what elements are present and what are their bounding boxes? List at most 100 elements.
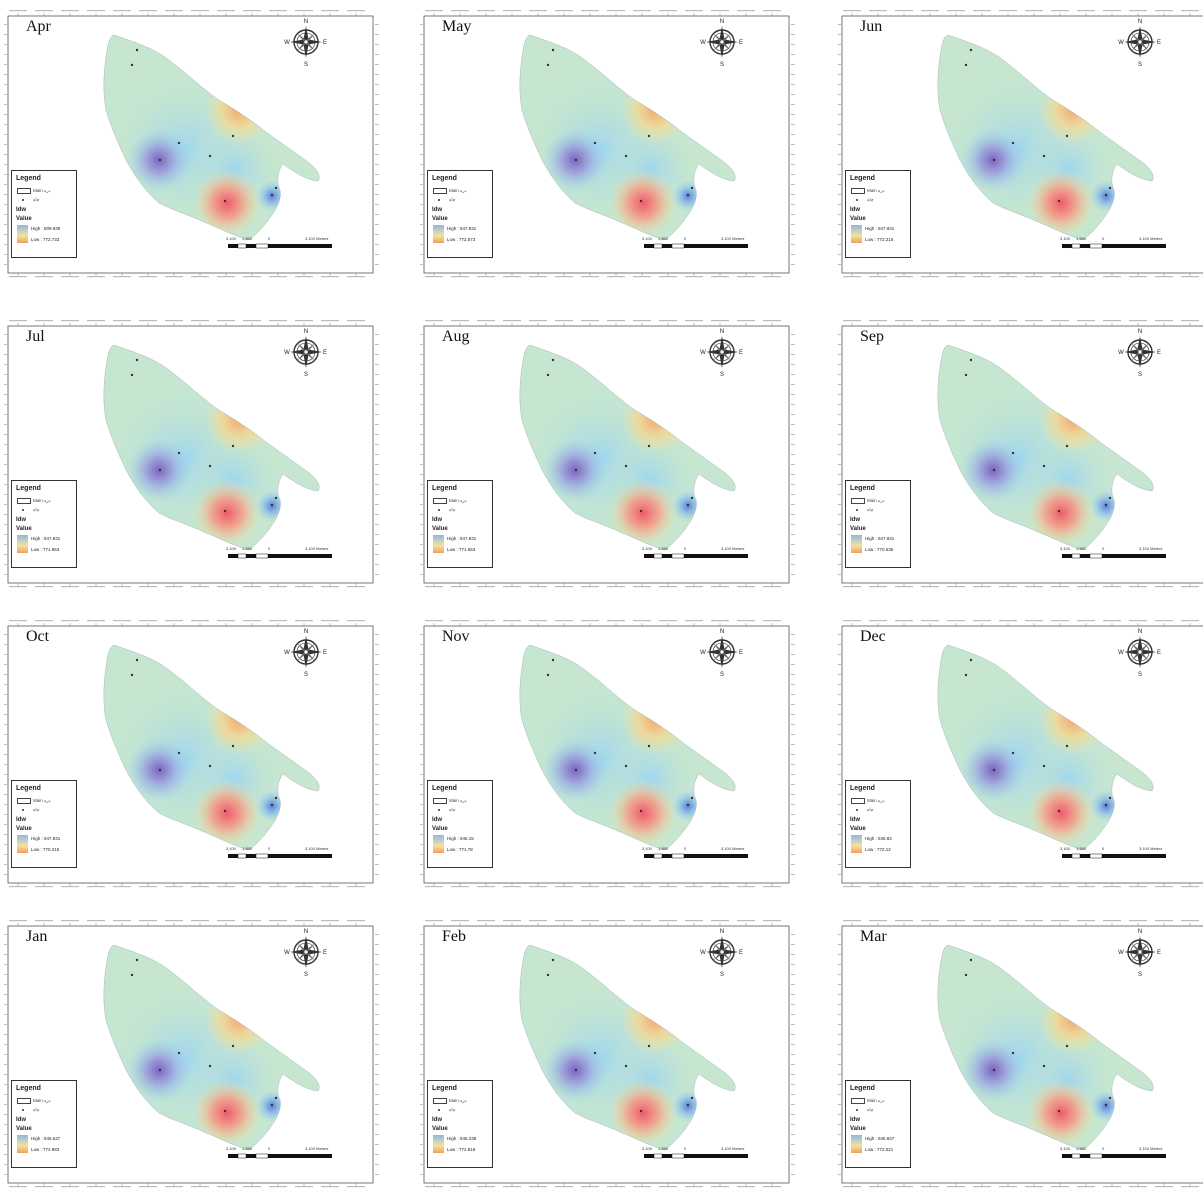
legend-color-ramp bbox=[17, 225, 28, 243]
well-points bbox=[546, 658, 694, 813]
well-point bbox=[1065, 1044, 1069, 1048]
svg-text:E: E bbox=[1157, 350, 1161, 356]
scale-bar: 3,100 1,550 0 3,100 Meters bbox=[642, 1146, 752, 1160]
scale-label-b: 1,550 bbox=[658, 546, 669, 551]
map-legend: Legend Main دره چاه Idw Value High : 947… bbox=[845, 170, 911, 258]
well-point bbox=[223, 809, 227, 813]
svg-text:E: E bbox=[1157, 650, 1161, 656]
interpolation-surface bbox=[937, 35, 1154, 240]
well-point bbox=[964, 63, 968, 67]
well-point bbox=[574, 468, 578, 472]
legend-value: Value bbox=[850, 526, 866, 532]
map-legend: Legend Main دره چاه Idw Value High : 947… bbox=[11, 480, 77, 568]
legend-idw: Idw bbox=[850, 207, 860, 213]
well-symbol bbox=[856, 809, 858, 811]
svg-text:N: N bbox=[304, 329, 308, 335]
legend-high: High : 809.939 bbox=[31, 226, 61, 231]
svg-text:W: W bbox=[1118, 40, 1124, 46]
svg-text:S: S bbox=[1138, 972, 1142, 978]
legend-title: Legend bbox=[850, 175, 875, 182]
svg-text:S: S bbox=[1138, 372, 1142, 378]
boundary-symbol bbox=[851, 188, 865, 194]
well-point bbox=[639, 1109, 643, 1113]
legend-color-ramp bbox=[851, 1135, 862, 1153]
scale-bar-graphic bbox=[644, 243, 748, 249]
svg-text:W: W bbox=[284, 40, 290, 46]
boundary-symbol bbox=[433, 188, 447, 194]
legend-boundary-label: Main دره bbox=[449, 798, 467, 803]
well-point bbox=[1108, 796, 1112, 800]
well-points bbox=[130, 658, 278, 813]
well-point bbox=[208, 154, 212, 158]
legend-idw: Idw bbox=[432, 207, 442, 213]
boundary-symbol bbox=[17, 498, 31, 504]
north-arrow-icon: N S W E bbox=[1118, 19, 1161, 68]
svg-text:N: N bbox=[720, 929, 724, 935]
svg-text:N: N bbox=[304, 629, 308, 635]
well-point bbox=[546, 373, 550, 377]
legend-title: Legend bbox=[16, 175, 41, 182]
well-points bbox=[546, 48, 694, 203]
legend-value: Value bbox=[850, 826, 866, 832]
map-legend: Legend Main دره چاه Idw Value High : 946… bbox=[427, 780, 493, 868]
coordinate-ticks bbox=[420, 320, 795, 588]
svg-text:S: S bbox=[1138, 672, 1142, 678]
legend-color-ramp bbox=[17, 535, 28, 553]
well-point bbox=[647, 744, 651, 748]
coordinate-ticks bbox=[838, 320, 1199, 588]
well-point bbox=[270, 193, 274, 197]
scale-label-a: 3,100 bbox=[642, 546, 653, 551]
legend-high: High : 947.831 bbox=[31, 836, 61, 841]
well-point bbox=[208, 764, 212, 768]
map-panel-dec: Dec N S W E Legend Main دره چاه Idw Valu… bbox=[838, 620, 1203, 890]
legend-boundary-label: Main دره bbox=[449, 1098, 467, 1103]
scale-bar-graphic bbox=[228, 553, 332, 559]
north-arrow-icon: N S W E bbox=[700, 629, 743, 678]
map-panel-may: May N S W E Legend Main دره چاه Idw Valu… bbox=[420, 10, 795, 280]
boundary-symbol bbox=[17, 798, 31, 804]
well-point bbox=[274, 1096, 278, 1100]
scale-label-a: 3,100 bbox=[642, 236, 653, 241]
well-point bbox=[1011, 1051, 1015, 1055]
map-legend: Legend Main دره چاه Idw Value High : 947… bbox=[427, 480, 493, 568]
well-point bbox=[158, 158, 162, 162]
scale-label-c: 0 bbox=[268, 236, 271, 241]
well-point bbox=[690, 186, 694, 190]
svg-text:N: N bbox=[304, 929, 308, 935]
scale-label-d: 3,100 Meters bbox=[721, 236, 745, 241]
well-point bbox=[593, 1051, 597, 1055]
legend-high: High : 945.537 bbox=[31, 1136, 61, 1141]
legend-low: Low : 772.215 bbox=[865, 237, 894, 242]
legend-low: Low : 771.553 bbox=[447, 547, 476, 552]
well-symbol bbox=[856, 1109, 858, 1111]
well-point bbox=[593, 451, 597, 455]
well-point bbox=[1065, 444, 1069, 448]
north-arrow-icon: N S W E bbox=[700, 329, 743, 378]
well-points bbox=[130, 358, 278, 513]
boundary-symbol bbox=[851, 798, 865, 804]
well-points bbox=[964, 658, 1112, 813]
well-point bbox=[964, 373, 968, 377]
scale-label-d: 3,100 Meters bbox=[1139, 1146, 1163, 1151]
well-point bbox=[992, 158, 996, 162]
legend-value: Value bbox=[850, 1126, 866, 1132]
well-point bbox=[969, 658, 973, 662]
map-panel-aug: Aug N S W E Legend Main دره چاه Idw Valu… bbox=[420, 320, 795, 590]
well-point bbox=[1104, 803, 1108, 807]
scale-label-a: 3,100 bbox=[1060, 546, 1071, 551]
well-point bbox=[158, 468, 162, 472]
map-legend: Legend Main دره چاه Idw Value High : 945… bbox=[11, 1080, 77, 1168]
legend-color-ramp bbox=[851, 225, 862, 243]
legend-boundary-label: Main دره bbox=[449, 188, 467, 193]
legend-value: Value bbox=[16, 1126, 32, 1132]
well-point bbox=[639, 509, 643, 513]
well-point bbox=[686, 803, 690, 807]
well-point bbox=[551, 358, 555, 362]
well-point bbox=[1011, 751, 1015, 755]
legend-color-ramp bbox=[433, 535, 444, 553]
legend-color-ramp bbox=[17, 1135, 28, 1153]
svg-text:W: W bbox=[1118, 350, 1124, 356]
well-point bbox=[135, 358, 139, 362]
well-point bbox=[639, 809, 643, 813]
well-point bbox=[1065, 744, 1069, 748]
